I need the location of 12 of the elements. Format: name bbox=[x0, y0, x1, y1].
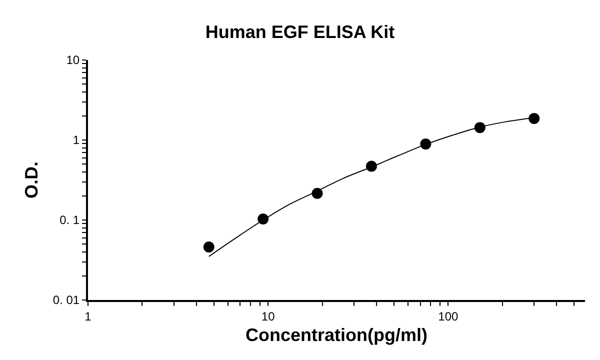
point bbox=[203, 241, 214, 252]
y-tick-label: 10 bbox=[66, 53, 80, 68]
x-tick-label: 1 bbox=[84, 309, 92, 324]
y-tick-label: 0. 1 bbox=[60, 213, 80, 228]
x-tick-label: 10 bbox=[261, 309, 276, 324]
y-tick-label: 0. 01 bbox=[52, 293, 80, 308]
y-tick-label: 1 bbox=[72, 133, 80, 148]
point bbox=[528, 112, 540, 124]
y-axis-title: O.D. bbox=[22, 161, 42, 199]
x-tick-label: 100 bbox=[438, 309, 459, 324]
x-axis-title: Concentration(pg/ml) bbox=[246, 325, 428, 345]
chart-title: Human EGF ELISA Kit bbox=[205, 22, 395, 42]
